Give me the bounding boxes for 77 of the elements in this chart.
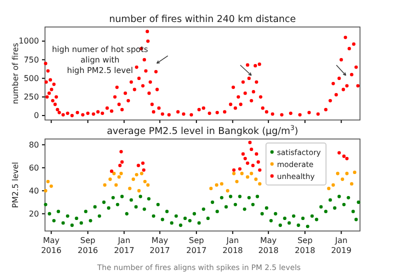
x-tick-label: May 2018 — [258, 236, 279, 255]
point — [256, 160, 260, 164]
point — [340, 178, 344, 181]
x-tick-label: Sep 2018 — [294, 236, 316, 255]
point — [146, 183, 150, 187]
point — [128, 186, 132, 190]
y-tick-label: 1000 — [18, 36, 39, 46]
point — [110, 170, 114, 173]
point — [332, 183, 335, 187]
point — [240, 172, 244, 176]
y-tick-label: 750 — [24, 55, 39, 64]
chart-title: number of fires within 240 km distance — [109, 14, 296, 25]
y-tick-label: 40 — [28, 186, 39, 196]
point — [251, 164, 255, 168]
point — [250, 148, 254, 152]
y-tick-label: 0 — [34, 111, 39, 120]
point — [136, 164, 140, 168]
point — [250, 172, 254, 176]
point — [342, 154, 346, 158]
x-tick-label: May 2016 — [41, 236, 62, 255]
y-axis-title: PM2.5 level — [11, 162, 20, 208]
x-tick-label: Sep 2017 — [186, 236, 207, 255]
y-tick-label: 20 — [28, 209, 39, 218]
point — [46, 180, 50, 184]
point — [141, 161, 145, 165]
x-tick-label: Jan 2019 — [331, 236, 352, 255]
y-tick-label: 500 — [24, 74, 39, 83]
point — [246, 161, 250, 165]
point — [345, 156, 349, 160]
x-tick-label: Jan 2017 — [114, 236, 134, 255]
point — [238, 167, 242, 171]
point — [327, 186, 330, 190]
point — [214, 183, 218, 187]
y-tick-label: 80 — [28, 140, 39, 150]
point — [132, 178, 136, 181]
point — [134, 172, 138, 176]
annotation: high numer of hot spots align with high PM2.5 level — [52, 45, 148, 75]
point — [220, 182, 224, 186]
point — [120, 160, 124, 164]
point — [254, 178, 258, 181]
point — [119, 172, 123, 176]
point — [258, 182, 262, 186]
point — [137, 189, 141, 192]
point — [50, 184, 53, 188]
point — [118, 164, 122, 168]
point — [235, 180, 239, 184]
point — [350, 182, 354, 186]
point — [232, 172, 236, 176]
point — [232, 168, 236, 172]
y-tick-label: 60 — [28, 163, 39, 172]
x-tick-label: May 2017 — [150, 236, 170, 255]
x-tick-label: Jan 2018 — [222, 236, 243, 255]
point — [209, 186, 213, 190]
point — [248, 140, 252, 144]
x-tick-label: Sep 2016 — [78, 236, 98, 255]
point — [241, 152, 245, 156]
point — [119, 150, 123, 154]
point — [142, 168, 146, 172]
point — [345, 172, 349, 176]
point — [254, 152, 258, 156]
point — [140, 172, 144, 176]
point — [336, 172, 340, 176]
y-tick-label: 250 — [24, 92, 39, 102]
y-axis-title: number of fires — [11, 42, 20, 104]
chart-title: average PM2.5 level in Bangkok (μg/m$^{3}$) — [106, 124, 298, 137]
point — [246, 175, 250, 179]
point — [103, 183, 106, 187]
point — [226, 189, 230, 192]
point — [337, 151, 341, 154]
point — [258, 168, 262, 172]
point — [108, 178, 112, 181]
point — [352, 170, 356, 174]
point — [112, 172, 116, 176]
point — [143, 180, 147, 184]
point — [243, 156, 247, 160]
point — [117, 175, 121, 179]
point — [114, 183, 118, 187]
